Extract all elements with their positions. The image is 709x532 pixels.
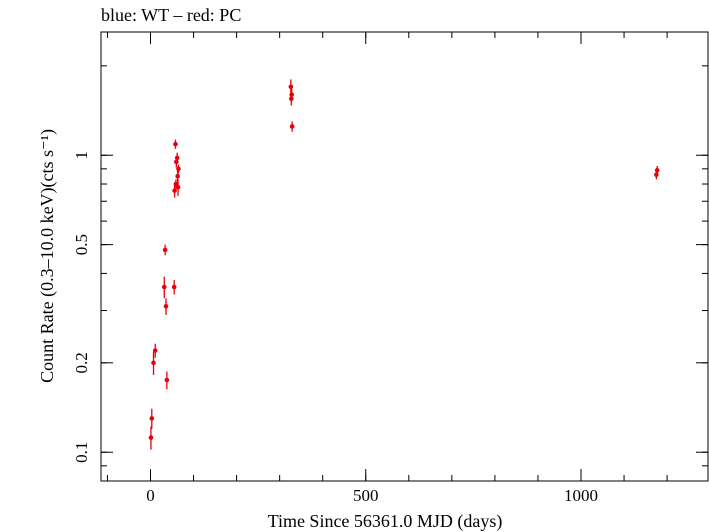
- data-point: [174, 152, 180, 164]
- data-marker: [163, 303, 169, 309]
- data-marker: [654, 172, 659, 177]
- data-point: [654, 165, 660, 175]
- data-point: [175, 179, 181, 196]
- chart-title: blue: WT – red: PC: [101, 5, 242, 25]
- data-point: [176, 164, 181, 174]
- data-marker: [148, 435, 154, 440]
- plot-frame: [100, 31, 709, 482]
- data-marker: [173, 181, 179, 187]
- data-point: [289, 121, 295, 132]
- data-point: [152, 343, 158, 358]
- data-marker: [172, 188, 177, 193]
- x-tick-label: 0: [146, 486, 155, 505]
- y-tick-label: 0.5: [72, 234, 91, 255]
- x-axis-label: Time Since 56361.0 MJD (days): [268, 511, 503, 532]
- y-tick-label: 1: [72, 151, 91, 160]
- data-marker: [152, 348, 158, 353]
- data-marker: [173, 141, 178, 147]
- data-points: [148, 79, 660, 450]
- data-marker: [175, 173, 180, 179]
- y-tick-label: 0.2: [72, 352, 91, 373]
- data-marker: [176, 166, 181, 172]
- data-marker: [149, 416, 155, 421]
- data-marker: [162, 247, 168, 253]
- y-axis: 0.1 0.2 0.5 1: [72, 65, 708, 482]
- data-marker: [174, 159, 179, 165]
- x-axis: 0 500 1000: [106, 32, 668, 505]
- x-tick-label: 500: [353, 486, 379, 505]
- data-marker: [654, 167, 660, 173]
- data-point: [171, 280, 177, 295]
- data-point: [288, 79, 294, 95]
- data-point: [164, 371, 170, 390]
- data-marker: [174, 155, 180, 161]
- data-marker: [161, 284, 167, 290]
- data-marker: [289, 92, 295, 97]
- data-point: [163, 298, 169, 315]
- x-tick-label: 1000: [564, 486, 598, 505]
- data-point: [161, 276, 167, 299]
- data-marker: [288, 84, 294, 90]
- data-marker: [151, 360, 156, 366]
- data-point: [173, 139, 178, 149]
- y-axis-label: Count Rate (0.3–10.0 keV)(cts s⁻¹): [37, 129, 58, 383]
- data-marker: [171, 284, 177, 290]
- data-point: [162, 244, 168, 256]
- y-tick-label: 0.1: [72, 442, 91, 463]
- data-point: [289, 88, 295, 102]
- data-marker: [164, 377, 170, 383]
- data-point: [151, 351, 156, 375]
- data-point: [172, 184, 177, 198]
- data-point: [149, 408, 155, 429]
- data-point: [148, 426, 154, 450]
- data-marker: [175, 184, 181, 190]
- data-marker: [289, 124, 295, 129]
